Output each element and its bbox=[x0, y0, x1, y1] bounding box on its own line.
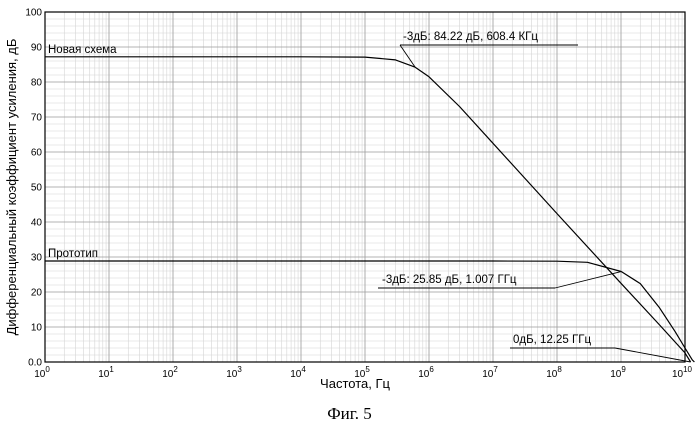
x-tick-exponent: 3 bbox=[237, 365, 242, 374]
x-tick-exponent: 10 bbox=[683, 365, 692, 374]
x-tick-exponent: 0 bbox=[45, 365, 50, 374]
x-axis-title: Частота, Гц bbox=[320, 376, 390, 391]
chart: 0.0102030405060708090100 100101102103104… bbox=[0, 0, 699, 404]
x-tick-exponent: 6 bbox=[429, 365, 434, 374]
x-tick-label: 109 bbox=[610, 365, 626, 380]
annotation-label-2: -3дБ: 25.85 дБ, 1.007 ГГц bbox=[382, 274, 517, 286]
x-tick-base: 10 bbox=[610, 369, 622, 380]
x-tick-exponent: 4 bbox=[301, 365, 306, 374]
x-tick-base: 10 bbox=[482, 369, 494, 380]
x-tick-label: 1010 bbox=[672, 365, 693, 380]
y-tick-label: 100 bbox=[25, 8, 42, 19]
x-tick-label: 108 bbox=[546, 365, 562, 380]
x-tick-base: 10 bbox=[290, 369, 302, 380]
x-tick-exponent: 9 bbox=[621, 365, 626, 374]
series-label-2: Прототип bbox=[48, 248, 98, 260]
annotation-label-3: 0дБ, 12.25 ГГц bbox=[513, 334, 591, 346]
y-axis-title: Дифференциальный коэффициент усиления, д… bbox=[4, 39, 19, 336]
y-tick-label: 90 bbox=[31, 43, 43, 54]
y-tick-label: 40 bbox=[31, 218, 43, 229]
y-tick-label: 80 bbox=[31, 78, 43, 89]
x-tick-exponent: 5 bbox=[365, 365, 370, 374]
x-tick-exponent: 2 bbox=[173, 365, 178, 374]
x-tick-base: 10 bbox=[162, 369, 174, 380]
x-tick-label: 104 bbox=[290, 365, 306, 380]
y-tick-label: 10 bbox=[31, 323, 43, 334]
figure-caption: Фиг. 5 bbox=[0, 404, 699, 424]
x-tick-label: 103 bbox=[226, 365, 242, 380]
x-tick-base: 10 bbox=[34, 369, 46, 380]
y-tick-label: 0.0 bbox=[28, 358, 42, 369]
annotation-label-1: -3дБ: 84.22 дБ, 608.4 КГц bbox=[403, 31, 538, 43]
x-tick-base: 10 bbox=[546, 369, 558, 380]
y-tick-labels: 0.0 10 20 30 40 50 60 70 80 90 100 bbox=[25, 8, 42, 369]
x-tick-label: 102 bbox=[162, 365, 178, 380]
x-tick-exponent: 1 bbox=[109, 365, 114, 374]
x-tick-label: 107 bbox=[482, 365, 498, 380]
y-tick-label: 70 bbox=[31, 113, 43, 124]
x-tick-exponent: 7 bbox=[493, 365, 498, 374]
x-tick-base: 10 bbox=[98, 369, 110, 380]
x-tick-base: 10 bbox=[672, 369, 684, 380]
x-tick-label: 106 bbox=[418, 365, 434, 380]
y-tick-label: 60 bbox=[31, 148, 43, 159]
x-tick-exponent: 8 bbox=[557, 365, 562, 374]
y-tick-label: 20 bbox=[31, 288, 43, 299]
y-tick-label: 50 bbox=[31, 183, 43, 194]
x-tick-base: 10 bbox=[418, 369, 430, 380]
y-tick-label: 30 bbox=[31, 253, 43, 264]
x-tick-base: 10 bbox=[226, 369, 238, 380]
series-label-1: Новая схема bbox=[48, 44, 117, 56]
x-tick-label: 101 bbox=[98, 365, 114, 380]
